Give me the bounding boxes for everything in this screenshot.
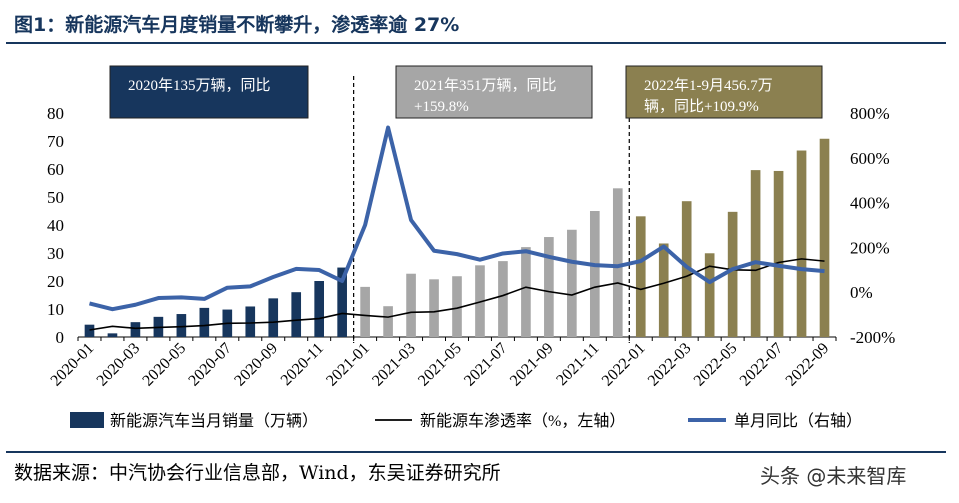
legend-bar-label: 新能源汽车当月销量（万辆） <box>110 412 318 430</box>
x-tick-label: 2022-05 <box>691 340 741 390</box>
y-left-tick-label: 0 <box>56 328 65 347</box>
y-right-tick-label: 0% <box>850 283 873 302</box>
x-tick-label: 2022-07 <box>737 340 787 390</box>
x-tick-label: 2022-09 <box>783 340 833 390</box>
x-tick-label: 2020-07 <box>185 340 235 390</box>
sales-bar <box>589 211 600 337</box>
sales-bar <box>819 138 830 337</box>
sales-bar <box>176 314 187 337</box>
x-tick-label: 2020-03 <box>94 340 144 390</box>
sales-bar <box>429 279 439 337</box>
annotation-box <box>109 65 309 119</box>
yoy-growth-line <box>88 125 825 312</box>
sales-bar <box>360 286 370 337</box>
legend-bar-swatch <box>70 412 104 428</box>
sales-bar <box>199 307 210 337</box>
y-left-tick-label: 70 <box>47 132 64 151</box>
x-tick-label: 2022-01 <box>599 340 649 390</box>
sales-bar <box>337 267 347 337</box>
annotation-box <box>625 65 823 119</box>
y-left-tick-label: 80 <box>47 104 64 123</box>
sales-bar <box>773 170 784 337</box>
sales-bar <box>291 292 302 337</box>
watermark: 头条 @未来智库 <box>760 464 907 488</box>
y-right-tick-label: 600% <box>850 149 890 168</box>
x-tick-label: 2022-03 <box>645 340 695 390</box>
sales-bar <box>750 170 761 337</box>
y-left-tick-label: 60 <box>47 160 64 179</box>
x-tick-label: 2020-01 <box>48 340 98 390</box>
y-right-tick-label: 200% <box>850 238 890 257</box>
sales-bar <box>383 306 393 337</box>
sales-bar <box>704 253 715 337</box>
legend-yoy-label: 单月同比（右轴） <box>734 412 862 430</box>
data-source-note: 数据来源：中汽协会行业信息部，Wind，东吴证券研究所 <box>14 462 501 484</box>
y-left-tick-label: 10 <box>47 300 64 319</box>
sales-bar <box>452 276 462 337</box>
sales-bar <box>635 216 646 337</box>
sales-bar <box>245 306 256 337</box>
figure-title: 图1：新能源汽车月度销量不断攀升，渗透率逾 27% <box>14 14 460 36</box>
x-tick-label: 2021-05 <box>415 340 465 390</box>
title-rule <box>6 42 946 44</box>
y-right-tick-label: 400% <box>850 194 890 213</box>
sales-bar <box>796 150 807 337</box>
x-tick-label: 2021-07 <box>461 340 511 390</box>
sales-bar <box>84 324 95 337</box>
x-tick-label: 2020-11 <box>278 340 327 389</box>
annotation-text: 辆，同比+109.9% <box>644 98 759 115</box>
x-tick-label: 2021-03 <box>369 340 419 390</box>
annotation-text: 2021年351万辆，同比 <box>414 77 557 94</box>
penetration-rate-line <box>89 258 825 331</box>
sales-bar <box>658 243 669 337</box>
sales-bar <box>727 211 738 337</box>
sales-bar <box>544 237 554 337</box>
y-left-tick-label: 50 <box>47 188 64 207</box>
y-left-tick-label: 30 <box>47 244 64 263</box>
y-right-tick-label: -200% <box>850 328 895 347</box>
sales-bar <box>107 333 118 337</box>
sales-bar <box>498 261 508 337</box>
x-tick-label: 2021-01 <box>323 340 373 390</box>
sales-bar <box>314 281 325 337</box>
y-left-tick-label: 20 <box>47 272 64 291</box>
sales-bar <box>130 322 141 337</box>
x-tick-label: 2021-09 <box>507 340 557 390</box>
sales-bar <box>521 247 531 337</box>
sales-bar <box>268 298 279 337</box>
sales-bar <box>567 229 577 337</box>
annotation-text: 2020年135万辆，同比 <box>128 77 271 94</box>
sales-bar <box>612 188 623 337</box>
y-right-tick-label: 800% <box>850 104 890 123</box>
y-left-tick-label: 40 <box>47 216 64 235</box>
x-tick-label: 2021-11 <box>553 340 602 389</box>
annotation-box <box>395 65 593 119</box>
x-tick-label: 2020-09 <box>231 340 281 390</box>
sales-bar <box>475 265 485 337</box>
source-rule <box>6 451 946 453</box>
annotation-text: 2022年1-9月456.7万 <box>644 77 773 94</box>
sales-bar <box>406 273 416 337</box>
x-tick-label: 2020-05 <box>139 340 189 390</box>
annotation-text: +159.8% <box>414 99 469 115</box>
legend-penetration-label: 新能源车渗透率（%，左轴） <box>420 412 625 430</box>
